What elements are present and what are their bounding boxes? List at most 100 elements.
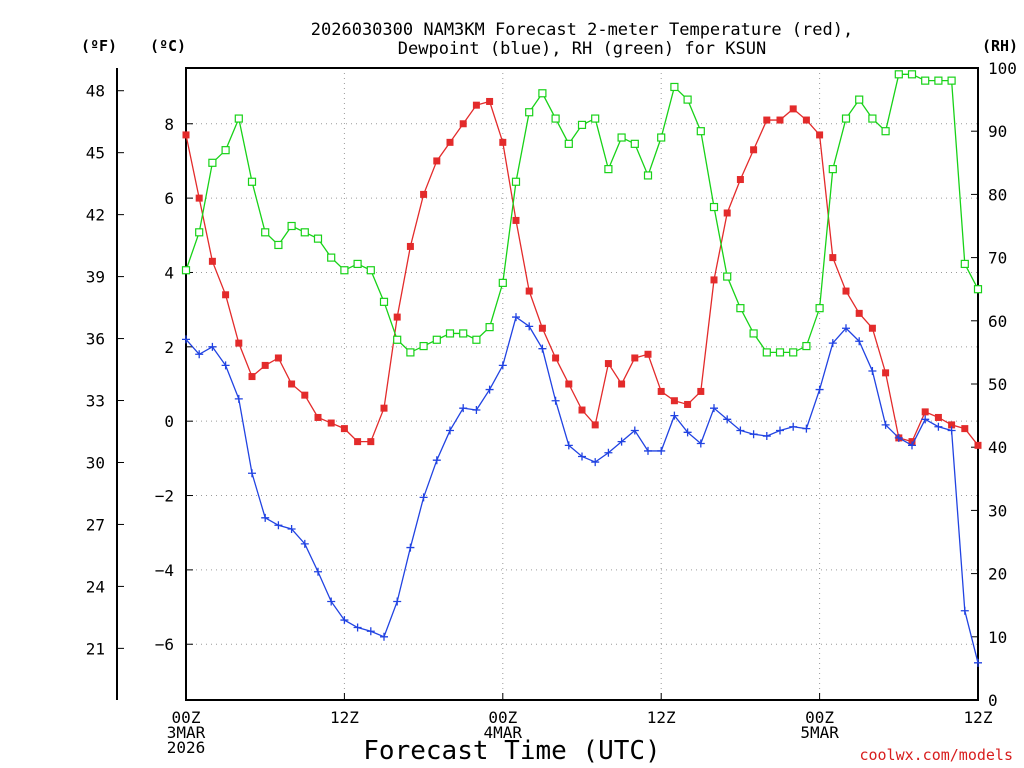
x-axis-title: Forecast Time (UTC) bbox=[363, 736, 660, 766]
dewpoint-point bbox=[815, 385, 824, 394]
dewpoint-point bbox=[208, 342, 217, 351]
x-tick-label: 00Z bbox=[172, 708, 201, 727]
dewpoint-point bbox=[934, 422, 943, 431]
fahrenheit-tick-label: 45 bbox=[86, 144, 105, 163]
rh-point bbox=[366, 266, 375, 275]
temperature-point bbox=[552, 354, 560, 362]
temperature-point bbox=[420, 190, 428, 198]
celsius-tick-label: 6 bbox=[164, 189, 174, 208]
rh-point bbox=[643, 171, 653, 180]
temperature-point bbox=[816, 131, 824, 139]
x-tick-label: 00Z bbox=[488, 708, 517, 727]
rh-point bbox=[459, 329, 468, 338]
rh-point bbox=[564, 139, 573, 148]
tick-labels: 21242730333639424548−6−4−202468010203040… bbox=[86, 59, 1017, 757]
rh-point bbox=[274, 240, 283, 250]
temperature-point bbox=[208, 257, 216, 265]
dewpoint-point bbox=[446, 426, 454, 435]
fahrenheit-tick-label: 33 bbox=[86, 392, 105, 411]
rh-point bbox=[709, 202, 719, 212]
temperature-point bbox=[868, 324, 876, 332]
rh-point bbox=[445, 329, 455, 338]
rh-point bbox=[340, 266, 349, 275]
dewpoint-point bbox=[947, 426, 956, 435]
dewpoint-point bbox=[776, 426, 784, 435]
fahrenheit-tick-label: 48 bbox=[86, 82, 105, 101]
x-tick-label: 00Z bbox=[805, 708, 834, 727]
dewpoint-point bbox=[710, 404, 718, 413]
temperature-point bbox=[578, 406, 586, 414]
dewpoint-point bbox=[459, 404, 468, 413]
rh-point bbox=[973, 285, 983, 294]
dewpoint-point bbox=[512, 313, 520, 322]
dewpoint-point bbox=[380, 632, 388, 641]
dewpoint-point bbox=[696, 439, 705, 448]
temperature-point bbox=[354, 438, 362, 446]
dewpoint-point bbox=[234, 394, 243, 403]
rh-point bbox=[775, 348, 785, 357]
x-tick-label: 12Z bbox=[330, 708, 359, 727]
temperature-point bbox=[327, 419, 335, 427]
temperature-point bbox=[235, 339, 243, 347]
temperature-point bbox=[776, 116, 784, 124]
dewpoint-point bbox=[908, 441, 916, 450]
dewpoint-point bbox=[974, 658, 982, 667]
temperature-point bbox=[406, 242, 414, 250]
rh-point bbox=[261, 228, 270, 237]
rh-point bbox=[300, 228, 309, 237]
rh-tick-label: 20 bbox=[988, 565, 1007, 584]
rh-point bbox=[762, 348, 771, 357]
fahrenheit-unit-label: (ºF) bbox=[81, 37, 117, 55]
rh-tick-label: 60 bbox=[988, 312, 1007, 331]
celsius-tick-label: 0 bbox=[164, 412, 174, 431]
temperature-point bbox=[393, 313, 401, 321]
rh-tick-label: 0 bbox=[988, 691, 998, 710]
rh-point bbox=[538, 89, 547, 98]
dewpoint-point bbox=[604, 448, 613, 457]
rh-point bbox=[855, 95, 864, 104]
series-layer bbox=[181, 70, 983, 667]
temperature-point bbox=[631, 354, 639, 362]
rh-point bbox=[393, 335, 402, 344]
rh-point bbox=[696, 127, 705, 136]
rh-point bbox=[630, 139, 639, 148]
rh-point bbox=[591, 114, 600, 123]
temperature-point bbox=[301, 391, 309, 399]
dewpoint-point bbox=[248, 469, 256, 478]
rh-point bbox=[485, 323, 494, 332]
rh-point bbox=[683, 95, 692, 104]
dewpoint-point bbox=[485, 385, 494, 394]
temperature-point bbox=[446, 138, 454, 146]
temperature-point bbox=[591, 421, 599, 429]
rh-point bbox=[907, 70, 917, 79]
axes bbox=[116, 67, 979, 701]
temperature-point bbox=[182, 131, 190, 139]
rh-tick-label: 100 bbox=[988, 59, 1017, 78]
rh-point bbox=[221, 146, 230, 155]
temperature-point bbox=[934, 413, 942, 421]
rh-point bbox=[525, 108, 534, 117]
dewpoint-point bbox=[327, 597, 336, 606]
x-tick-label: 5MAR bbox=[800, 723, 839, 742]
celsius-tick-label: 8 bbox=[164, 115, 174, 134]
fahrenheit-tick-label: 36 bbox=[86, 330, 105, 349]
celsius-unit-label: (ºC) bbox=[150, 37, 186, 55]
fahrenheit-tick-label: 21 bbox=[86, 639, 105, 658]
fahrenheit-tick-label: 24 bbox=[86, 577, 105, 596]
rh-point bbox=[868, 114, 877, 123]
temperature-point bbox=[512, 216, 520, 224]
rh-point bbox=[841, 114, 851, 123]
dewpoint-point bbox=[366, 627, 375, 636]
rh-tick-label: 10 bbox=[988, 628, 1007, 647]
dewpoint-point bbox=[353, 623, 362, 632]
rh-point bbox=[551, 114, 560, 123]
temperature-point bbox=[195, 194, 203, 202]
dewpoint-point bbox=[182, 335, 190, 344]
dewpoint-point bbox=[564, 441, 573, 450]
rh-point bbox=[828, 165, 837, 174]
temperature-point bbox=[433, 157, 441, 165]
rh-point bbox=[604, 165, 613, 174]
rh-point bbox=[181, 266, 191, 275]
